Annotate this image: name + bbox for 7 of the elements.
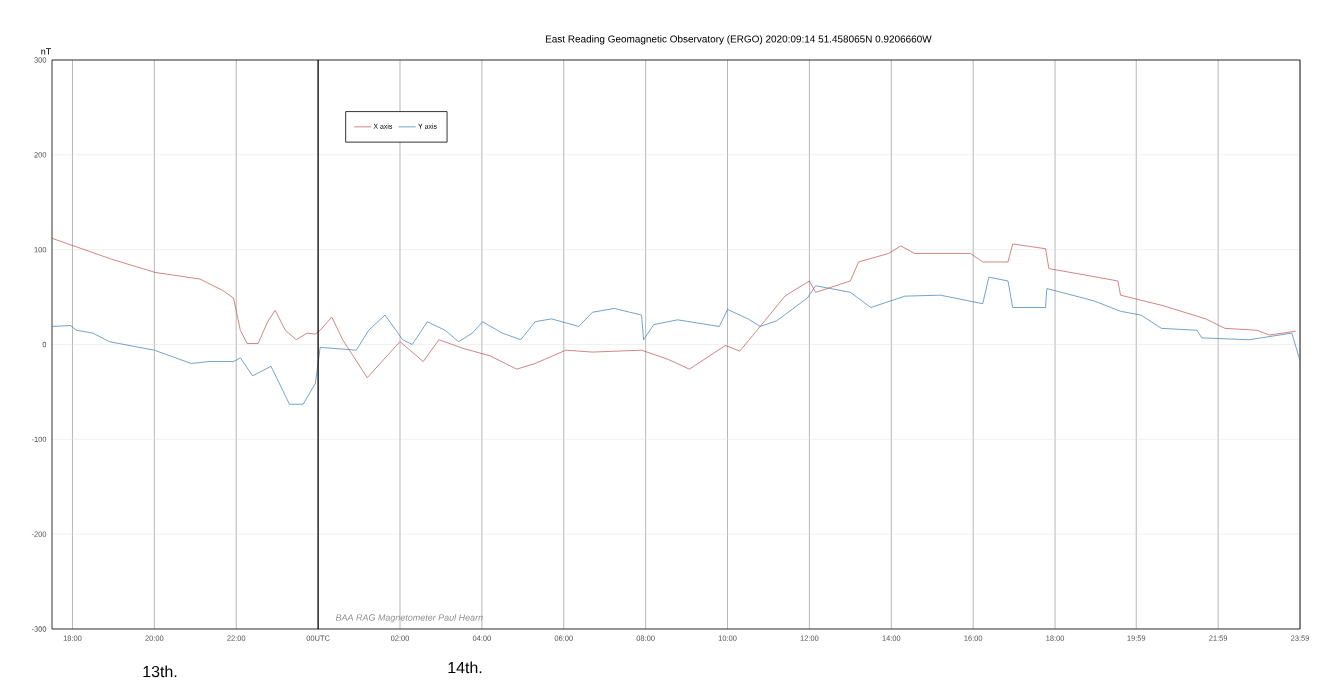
y-axis-title: nT: [41, 48, 52, 55]
line-series: [52, 276, 1301, 405]
chart-title: East Reading Geomagnetic Observatory (ERGO) 2020:09:14 51.458065N 0.9206660W: [545, 35, 932, 45]
text: 13th.: [143, 665, 177, 678]
line-series: [52, 237, 1297, 379]
annotation: BAA RAG Magnetometer Paul Hearn: [335, 614, 483, 623]
text: 14th.: [448, 661, 482, 674]
